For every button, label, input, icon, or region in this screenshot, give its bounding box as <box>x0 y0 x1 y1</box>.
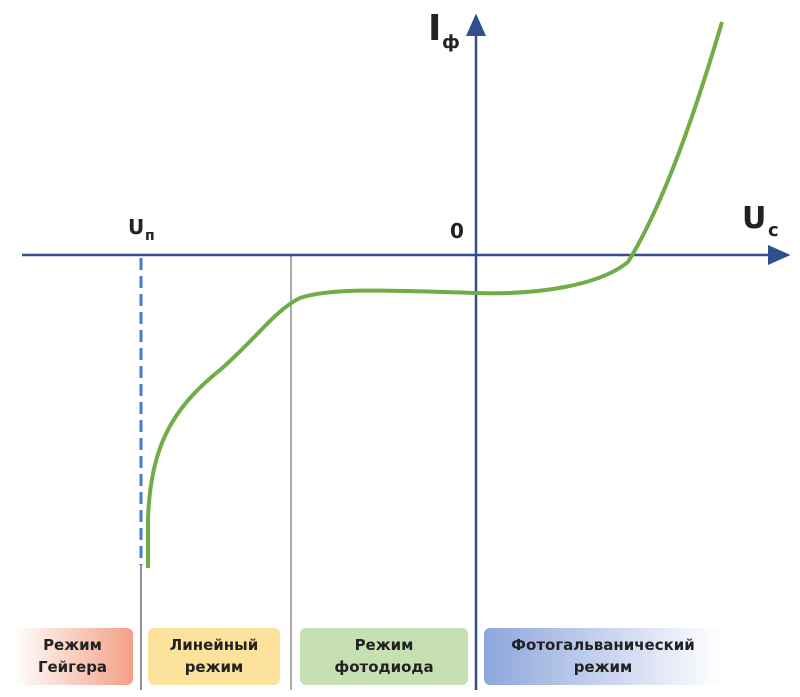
breakdown-label: U <box>128 215 144 239</box>
breakdown-sub: п <box>145 228 155 244</box>
x-label: U <box>742 201 766 236</box>
regions: Режим Гейгера Линейный режим Режим фотодиода Ф… <box>12 628 722 685</box>
y-sub: ф <box>442 32 460 53</box>
region-box <box>484 628 722 685</box>
origin-label: 0 <box>450 219 464 243</box>
iv-curve <box>146 21 724 568</box>
region-label: Линейный <box>170 636 258 654</box>
region-label: режим <box>185 658 244 676</box>
region-label: Гейгера <box>38 658 107 676</box>
region-label: Режим <box>355 636 414 654</box>
y-label: I <box>428 8 441 49</box>
x-sub: с <box>768 220 779 241</box>
region-box <box>148 628 280 685</box>
region-label: фотодиода <box>334 658 433 676</box>
region-label: Фотогальванический <box>511 636 695 654</box>
region-label: режим <box>574 658 633 676</box>
region-label: Режим <box>43 636 102 654</box>
region-box <box>300 628 468 685</box>
region-box <box>12 628 133 685</box>
